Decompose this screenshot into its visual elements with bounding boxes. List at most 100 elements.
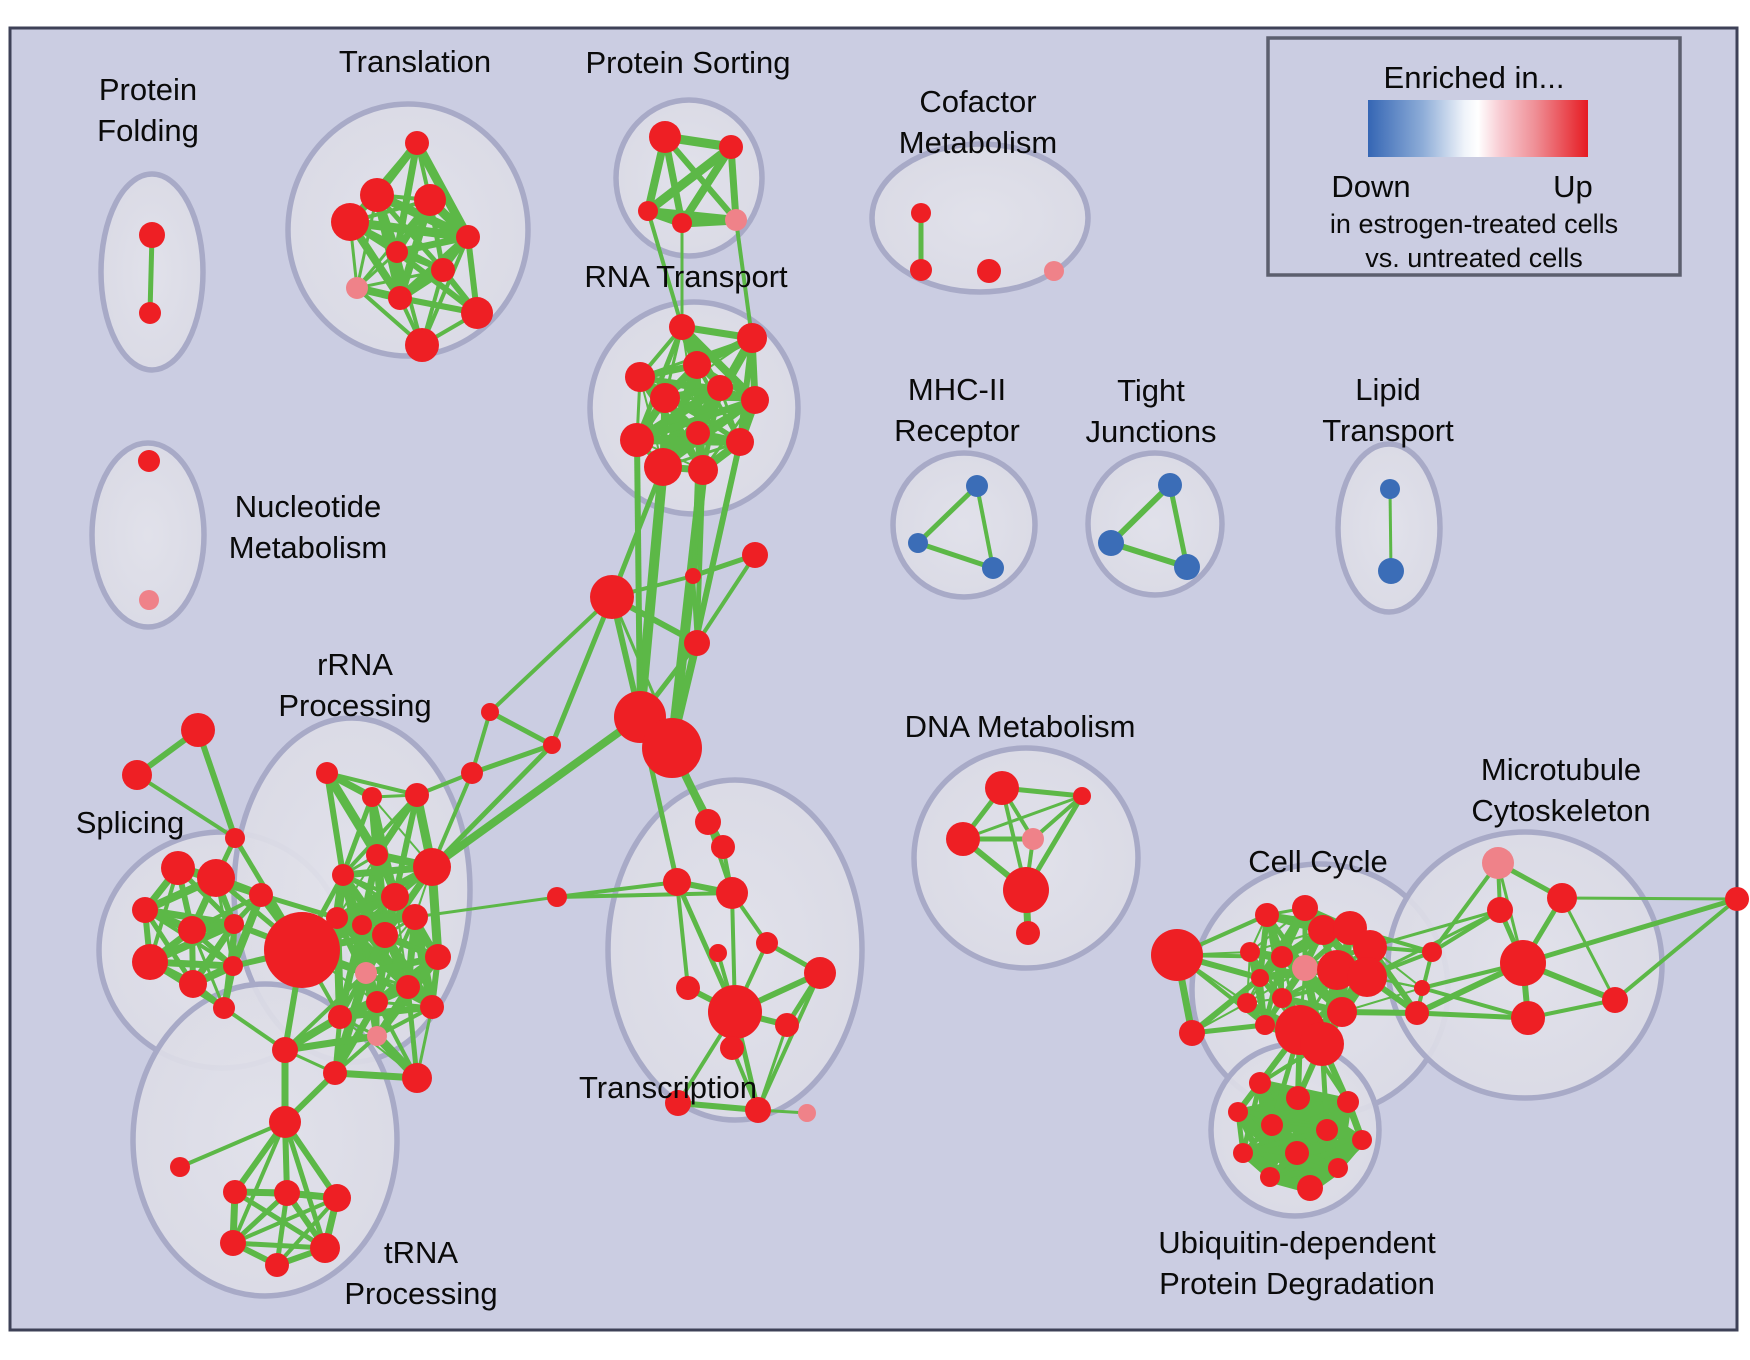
gene-set-node <box>388 286 412 310</box>
network-edge <box>339 1003 433 1021</box>
network-edge <box>1108 482 1173 546</box>
gene-set-node <box>719 135 743 159</box>
gene-set-node <box>737 323 767 353</box>
gene-set-node <box>775 1013 799 1037</box>
network-edge <box>324 772 346 876</box>
cluster-label-rna-transport: RNA Transport <box>584 259 788 294</box>
gene-set-node <box>328 1005 352 1029</box>
gene-set-node <box>178 916 206 944</box>
gene-set-node <box>741 386 769 414</box>
gene-set-node <box>372 922 398 948</box>
cluster-label-lipid-transport: Lipid Transport <box>1322 372 1454 448</box>
gene-set-node <box>649 121 681 153</box>
gene-set-node <box>1174 554 1200 580</box>
gene-set-node <box>1378 558 1404 584</box>
cluster-label-nucleotide-metabolism: Nucleotide Metabolism <box>229 489 388 565</box>
cluster-label-tight-junctions: Tight Junctions <box>1086 373 1217 449</box>
gene-set-node <box>620 423 654 457</box>
gene-set-node <box>543 736 561 754</box>
gene-set-node <box>1022 828 1044 850</box>
network-edge <box>414 895 558 919</box>
gene-set-node <box>642 718 702 778</box>
gene-set-node <box>413 848 451 886</box>
gene-set-node <box>663 868 691 896</box>
network-edge <box>556 880 678 899</box>
network-edge <box>284 1032 378 1054</box>
gene-set-node <box>1240 942 1260 962</box>
gene-set-node <box>1405 1001 1429 1025</box>
gene-set-node <box>249 883 273 907</box>
gene-set-node <box>669 314 695 340</box>
gene-set-node <box>908 533 928 553</box>
gene-set-node <box>1511 1001 1545 1035</box>
gene-set-node <box>547 887 567 907</box>
gene-set-node <box>684 630 710 656</box>
gene-set-node <box>1233 1143 1253 1163</box>
gene-set-node <box>396 975 420 999</box>
network-edge <box>1560 897 1617 1001</box>
gene-set-node <box>1380 479 1400 499</box>
network-edge <box>195 729 238 839</box>
gene-set-node <box>139 222 165 248</box>
gene-set-node <box>461 762 483 784</box>
network-edge <box>645 143 734 215</box>
network-nodes-layer <box>122 121 1749 1277</box>
gene-set-node <box>676 976 700 1000</box>
gene-set-node <box>708 985 762 1039</box>
gene-set-node <box>911 203 931 223</box>
network-edge <box>734 219 754 339</box>
gene-set-node <box>1547 883 1577 913</box>
gene-set-node <box>220 1230 246 1256</box>
network-edge <box>679 324 758 403</box>
gene-set-node <box>223 956 243 976</box>
cluster-ellipse-tight-junctions <box>1085 450 1225 598</box>
gene-set-node <box>638 201 658 221</box>
gene-set-node <box>402 904 428 930</box>
cluster-label-splicing: Splicing <box>76 805 185 840</box>
gene-set-node <box>966 475 988 497</box>
gene-set-node <box>1316 1119 1338 1141</box>
network-edge <box>646 210 684 328</box>
network-edge <box>634 439 643 718</box>
gene-set-node <box>1073 787 1091 805</box>
gene-set-node <box>650 383 680 413</box>
gene-set-node <box>132 897 158 923</box>
gene-set-node <box>798 1104 816 1122</box>
network-edge <box>727 146 740 221</box>
gene-set-node <box>1414 980 1430 996</box>
gene-set-node <box>946 822 980 856</box>
gene-set-node <box>346 277 368 299</box>
gene-set-node <box>461 297 493 329</box>
network-edge <box>430 743 554 869</box>
gene-set-node <box>625 362 655 392</box>
gene-set-node <box>132 944 168 980</box>
network-edge <box>677 1100 759 1113</box>
gene-set-node <box>1179 1020 1205 1046</box>
gene-set-node <box>644 448 682 486</box>
gene-set-node <box>225 828 245 848</box>
cluster-label-mhc-ii-receptor: MHC-II Receptor <box>894 372 1020 448</box>
cluster-label-ubiquitin-degradation: Ubiquitin-dependent Protein Degradation <box>1158 1225 1436 1301</box>
gene-set-node <box>1272 988 1292 1008</box>
network-edge <box>662 135 739 222</box>
gene-set-node <box>1261 1114 1283 1136</box>
gene-set-node <box>405 131 429 155</box>
gene-set-node <box>161 851 195 885</box>
network-edge <box>1110 540 1188 570</box>
cluster-label-microtubule-cytoskeleton: Microtubule Cytoskeleton <box>1471 752 1650 828</box>
network-edge <box>147 234 155 314</box>
network-edge <box>1561 896 1738 901</box>
network-edge <box>340 796 375 876</box>
legend-subtitle-line1: in estrogen-treated cells <box>1330 209 1618 239</box>
network-edge <box>395 249 479 316</box>
gene-set-node <box>326 907 348 929</box>
gene-set-node <box>425 944 451 970</box>
gene-set-node <box>179 970 207 998</box>
network-edge <box>664 396 756 402</box>
cluster-label-protein-sorting: Protein Sorting <box>585 45 790 80</box>
gene-set-node <box>1286 1086 1310 1110</box>
gene-set-node <box>1297 1175 1323 1201</box>
gene-set-node <box>1003 867 1049 913</box>
cluster-label-rrna-processing: rRNA Processing <box>278 647 431 723</box>
